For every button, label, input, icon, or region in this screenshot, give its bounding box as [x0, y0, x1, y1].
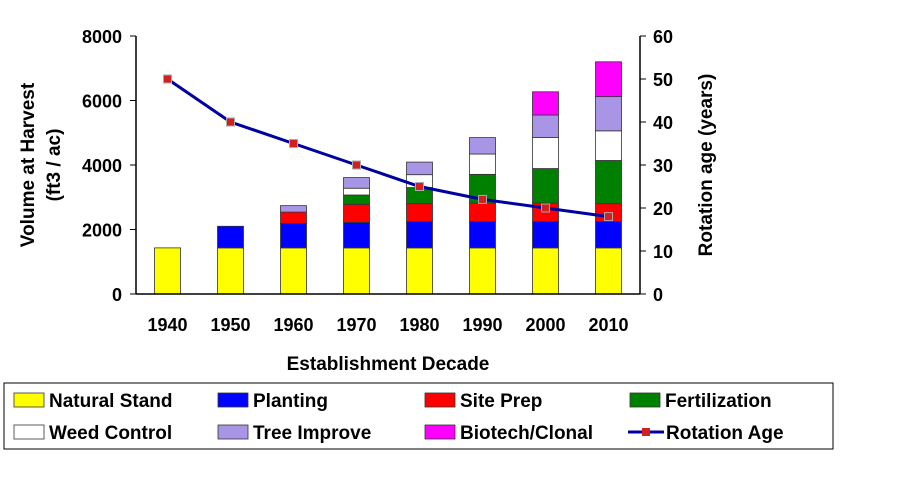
x-tick-label: 1970: [336, 315, 376, 335]
bar-planting-1990: [469, 221, 496, 249]
legend-label-planting: Planting: [253, 391, 328, 412]
bar-site-prep-1980: [406, 203, 433, 222]
bar-planting-1980: [406, 221, 433, 249]
y2-tick-label: 20: [653, 199, 673, 219]
legend-box: [3, 382, 834, 450]
bar-planting-1960: [280, 222, 307, 249]
bar-natural-stand-1940: [154, 247, 181, 295]
rotation-age-point-1980: [415, 182, 424, 191]
rotation-age-point-2010: [604, 212, 613, 222]
y2-tick-label: 40: [653, 113, 673, 133]
rotation-age-point-1960: [289, 139, 298, 148]
legend-label-site-prep: Site Prep: [460, 391, 542, 412]
y-tick-label: 2000: [82, 221, 122, 241]
bar-biotech-clonal-2000: [532, 91, 559, 116]
y-ticks: 0 2000 4000 6000 8000: [82, 27, 136, 305]
bar-planting-2000: [532, 221, 559, 249]
legend-label-rotation-age: Rotation Age: [666, 423, 784, 444]
bar-planting-2010: [595, 221, 622, 249]
bar-natural-stand-2000: [532, 247, 559, 295]
legend-label-tree-improve: Tree Improve: [253, 423, 371, 444]
y-tick-label: 4000: [82, 156, 122, 176]
legend-swatch-natural-stand: [13, 392, 45, 408]
x-tick-label: 1990: [462, 315, 502, 335]
x-tick-label: 1960: [273, 315, 313, 335]
y2-tick-label: 10: [653, 242, 673, 262]
bar-fertilization-2000: [532, 168, 559, 204]
y-tick-label: 8000: [82, 27, 122, 47]
legend-swatch-weed-control: [13, 424, 45, 440]
bar-biotech-clonal-2010: [595, 61, 622, 98]
y2-ticks: 0 10 20 30 40 50 60: [640, 27, 673, 305]
x-axis-label: Establishment Decade: [287, 354, 490, 375]
bar-weed-control-2000: [532, 137, 559, 169]
legend-label-biotech-clonal: Biotech/Clonal: [460, 423, 593, 444]
rotation-age-point-1940: [163, 74, 172, 84]
x-ticks: 1940 1950 1960 1970 1980 1990 2000 2010: [147, 315, 628, 335]
x-tick-label: 1980: [399, 315, 439, 335]
rotation-line: [163, 74, 613, 222]
y2-tick-label: 50: [653, 70, 673, 90]
rotation-age-point-1990: [478, 194, 487, 204]
bar-natural-stand-1970: [343, 247, 370, 295]
legend-marker-rotation-age: [642, 428, 650, 436]
legend-swatch-biotech-clonal: [424, 424, 456, 440]
bar-tree-improve-1990: [469, 137, 496, 155]
bar-tree-improve-1960: [280, 205, 307, 213]
bar-weed-control-1970: [343, 187, 370, 196]
x-tick-label: 1940: [147, 315, 187, 335]
bar-natural-stand-1960: [280, 247, 307, 295]
bar-fertilization-2010: [595, 160, 622, 205]
x-tick-label: 2000: [525, 315, 565, 335]
y-tick-label: 6000: [82, 92, 122, 112]
bar-natural-stand-1990: [469, 247, 496, 295]
bar-weed-control-1990: [469, 153, 496, 175]
bar-natural-stand-2010: [595, 247, 622, 295]
bars: [154, 61, 622, 295]
y2-axis-label: Rotation age (years): [696, 74, 717, 257]
rotation-age-point-1970: [352, 160, 361, 170]
rotation-age-point-1950: [226, 117, 235, 127]
legend: Natural Stand Planting Site Prep Fertilizat…: [13, 391, 784, 444]
legend-swatch-planting: [217, 392, 249, 408]
legend-label-natural-stand: Natural Stand: [49, 391, 173, 412]
bar-tree-improve-1980: [406, 161, 433, 176]
bar-weed-control-2010: [595, 130, 622, 161]
rotation-age-point-2000: [541, 203, 550, 213]
legend-swatch-site-prep: [424, 392, 456, 408]
bar-tree-improve-1970: [343, 177, 370, 189]
x-tick-label: 1950: [210, 315, 250, 335]
y2-tick-label: 0: [653, 285, 663, 305]
legend-label-weed-control: Weed Control: [49, 423, 172, 444]
bar-site-prep-1990: [469, 202, 496, 222]
y-axis-label-unit: (ft3 / ac): [44, 129, 65, 202]
x-tick-label: 2010: [588, 315, 628, 335]
bar-tree-improve-2000: [532, 114, 559, 138]
legend-swatch-fertilization: [629, 392, 661, 408]
rotation-age-line: [166, 77, 609, 219]
bar-site-prep-1960: [280, 211, 307, 224]
bar-site-prep-1970: [343, 203, 370, 223]
bar-fertilization-1970: [343, 194, 370, 205]
y-axis-label: Volume at Harvest: [18, 82, 39, 247]
y2-tick-label: 30: [653, 156, 673, 176]
bar-natural-stand-1980: [406, 247, 433, 295]
y-tick-label: 0: [112, 285, 122, 305]
bar-natural-stand-1950: [217, 247, 244, 295]
legend-label-fertilization: Fertilization: [665, 391, 772, 412]
bar-planting-1970: [343, 222, 370, 249]
legend-swatch-tree-improve: [217, 424, 249, 440]
bar-planting-1950: [217, 225, 244, 249]
y2-tick-label: 60: [653, 27, 673, 47]
bar-tree-improve-2010: [595, 96, 622, 132]
